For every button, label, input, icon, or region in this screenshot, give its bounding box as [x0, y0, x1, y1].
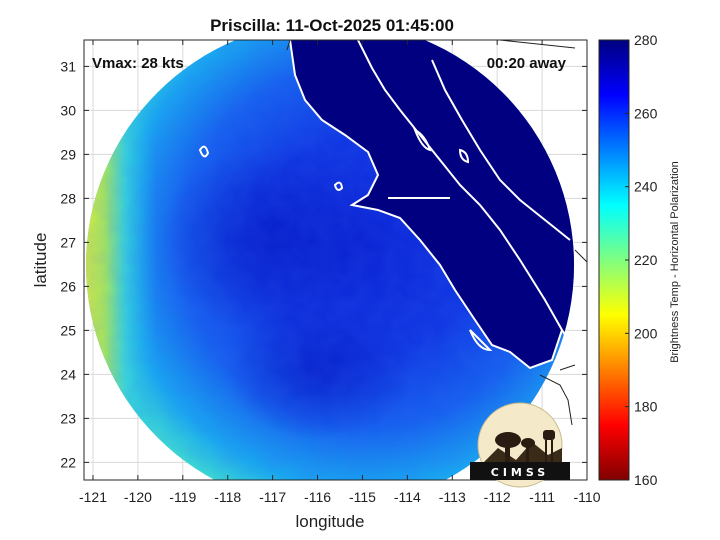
- land-baja: [290, 40, 562, 368]
- y-tick-label: 29: [60, 146, 76, 162]
- axes-frame: [83, 39, 588, 481]
- y-tick-label: 25: [60, 322, 76, 338]
- x-tick-label: -115: [349, 489, 376, 505]
- colorbar-label: Brightness Temp - Horizontal Polarizatio…: [669, 161, 681, 363]
- colorbar-tick-label: 160: [634, 472, 658, 488]
- cimss-logo: CIMSS: [470, 402, 570, 488]
- y-tick-label: 23: [60, 410, 76, 426]
- colorbar-tick-label: 260: [634, 105, 658, 121]
- colorbar-tick-label: 280: [634, 32, 658, 48]
- x-axis-ticks: -121 -120 -119 -118 -117 -116 -115 -114 -113 -112…: [79, 40, 601, 505]
- x-tick-label: -121: [79, 489, 107, 505]
- colorbar-tick-label: 200: [634, 325, 658, 341]
- vmax-label: Vmax: 28 kts: [92, 55, 184, 72]
- y-tick-label: 30: [60, 102, 76, 118]
- colorbar: [598, 39, 630, 481]
- colorbar-ticks: 160 180 200 220 240 260 280: [625, 32, 658, 488]
- x-tick-label: -117: [259, 489, 286, 505]
- y-tick-label: 24: [60, 366, 76, 382]
- x-tick-label: -120: [124, 489, 152, 505]
- y-tick-label: 31: [60, 58, 76, 74]
- x-tick-label: -114: [394, 489, 421, 505]
- figure-title: Priscilla: 11-Oct-2025 01:45:00: [210, 16, 454, 35]
- x-tick-label: -119: [169, 489, 196, 505]
- x-tick-label: -116: [304, 489, 331, 505]
- time-away-label: 00:20 away: [487, 55, 567, 72]
- y-axis-label: latitude: [31, 233, 50, 288]
- x-tick-label: -111: [529, 489, 555, 505]
- x-tick-label: -118: [214, 489, 241, 505]
- x-tick-label: -113: [439, 489, 466, 505]
- coastlines: [198, 40, 576, 370]
- coastlines-outer: [286, 40, 587, 426]
- y-tick-label: 28: [60, 190, 76, 206]
- x-axis-label: longitude: [295, 512, 364, 531]
- microwave-swath: [86, 40, 587, 480]
- colorbar-tick-label: 180: [634, 399, 658, 415]
- y-axis-ticks: 22 23 24 25 26 27 28 29 30 31: [60, 58, 587, 470]
- y-tick-label: 22: [60, 454, 76, 470]
- x-tick-label: -112: [484, 489, 511, 505]
- y-tick-label: 26: [60, 278, 76, 294]
- y-tick-label: 27: [60, 234, 76, 250]
- colorbar-tick-label: 220: [634, 252, 658, 268]
- colorbar-tick-label: 240: [634, 179, 658, 195]
- x-tick-label: -110: [574, 489, 601, 505]
- cimss-logo-text: CIMSS: [491, 466, 549, 479]
